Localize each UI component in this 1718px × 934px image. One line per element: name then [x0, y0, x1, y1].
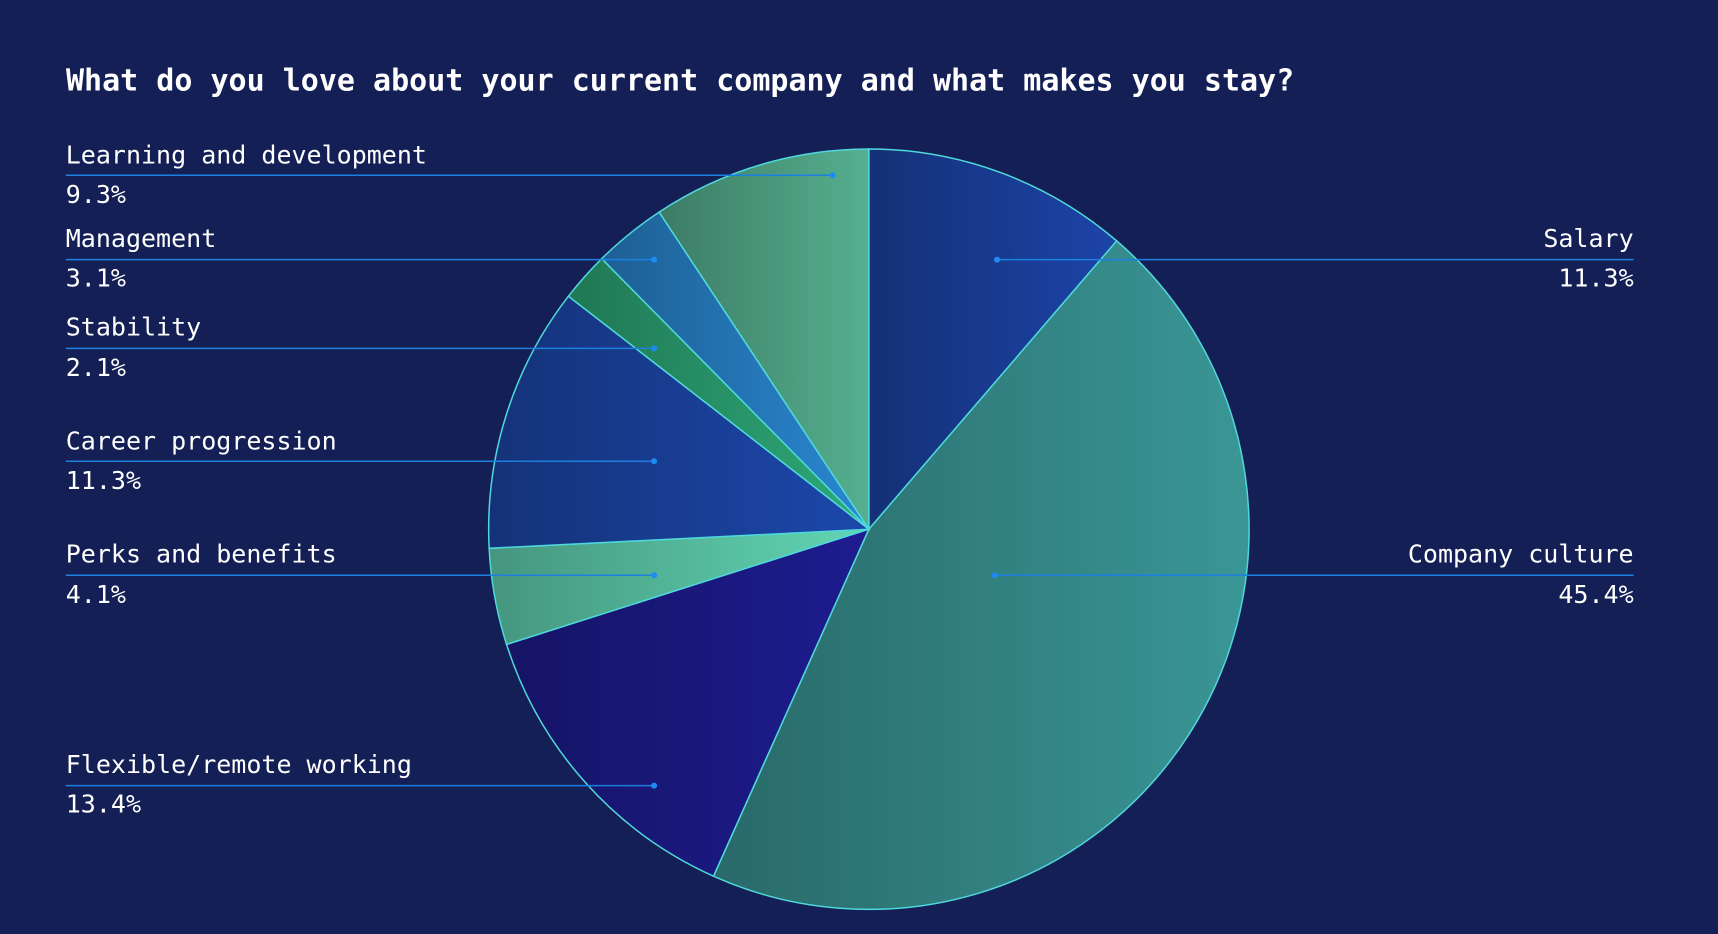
slice-label: Learning and development: [66, 141, 427, 170]
slice-label: Salary: [1543, 224, 1633, 253]
slice-label: Flexible/remote working: [66, 750, 412, 779]
leader-dot: [651, 572, 658, 579]
pie-slice: [487, 295, 871, 550]
leader-dot: [651, 782, 658, 789]
slice-value-label: 11.3%: [66, 466, 141, 495]
leader-dot: [651, 345, 658, 352]
leader-dot: [829, 172, 836, 179]
pie-slice: [868, 148, 1118, 532]
slice-value-label: 3.1%: [66, 263, 126, 292]
slice-label: Management: [66, 224, 217, 253]
slice-label: Company culture: [1408, 540, 1634, 569]
leader-dot: [651, 256, 658, 263]
slice-value-label: 9.3%: [66, 180, 126, 209]
leader-dot: [994, 256, 1001, 263]
leader-dot: [991, 572, 998, 579]
pie-slice: [712, 239, 1250, 911]
leader-dot: [651, 458, 658, 465]
pie-slice: [658, 148, 870, 532]
slice-label: Career progression: [66, 427, 337, 456]
slice-value-label: 13.4%: [66, 789, 141, 818]
slice-value-label: 4.1%: [66, 580, 126, 609]
slice-label: Stability: [66, 313, 201, 342]
slice-value-label: 2.1%: [66, 353, 126, 382]
chart-title: What do you love about your current comp…: [66, 64, 1294, 99]
slice-label: Perks and benefits: [66, 540, 337, 569]
slice-value-label: 45.4%: [1558, 580, 1633, 609]
slice-value-label: 11.3%: [1558, 263, 1633, 292]
